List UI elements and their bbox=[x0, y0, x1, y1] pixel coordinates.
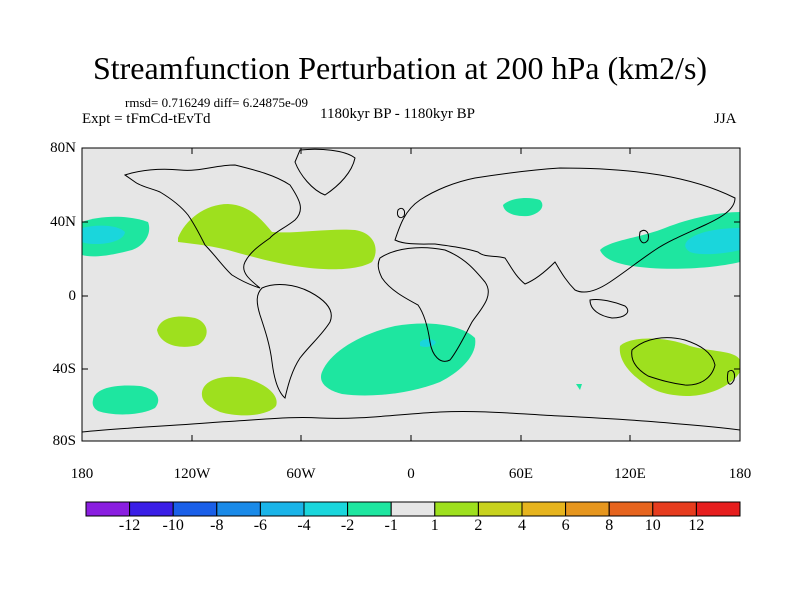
colorbar-box bbox=[652, 501, 697, 517]
colorbar bbox=[85, 501, 741, 517]
antarctica-coast bbox=[82, 410, 740, 433]
north-pacific-west-negative bbox=[600, 212, 740, 269]
lat-label-0: 0 bbox=[68, 288, 77, 304]
colorbar-label: -4 bbox=[297, 517, 311, 534]
south-america-coast bbox=[256, 284, 332, 399]
lat-ticks bbox=[82, 147, 740, 442]
north-asia-negative bbox=[503, 197, 543, 217]
lon-label-180w: 180 bbox=[70, 466, 94, 482]
australia-coast bbox=[631, 337, 716, 386]
lat-label-80n: 80N bbox=[50, 140, 76, 156]
japan-coast bbox=[639, 229, 649, 244]
south-atlantic-negative bbox=[320, 323, 476, 396]
colorbar-label: 12 bbox=[688, 517, 705, 534]
colorbar-label: -1 bbox=[384, 517, 398, 534]
north-atlantic-positive bbox=[178, 204, 376, 270]
map-background bbox=[82, 148, 740, 441]
colorbar-box bbox=[695, 501, 741, 517]
north-pacific-east-core bbox=[82, 225, 125, 244]
lat-label-80s: 80S bbox=[52, 433, 76, 449]
lon-label-60w: 60W bbox=[286, 466, 316, 482]
colorbar-box bbox=[347, 501, 392, 517]
lon-ticks bbox=[81, 148, 741, 441]
new-zealand-coast bbox=[727, 369, 735, 385]
colorbar-box bbox=[521, 501, 567, 517]
lon-label-0: 0 bbox=[407, 466, 415, 482]
eurasia-coast bbox=[394, 167, 736, 293]
season-label: JJA bbox=[714, 111, 737, 127]
colorbar-box bbox=[172, 501, 218, 517]
lon-label-120w: 120W bbox=[173, 466, 211, 482]
colorbar-label: 1 bbox=[430, 517, 439, 534]
lon-label-60e: 60E bbox=[508, 466, 534, 482]
anomaly-layer bbox=[82, 197, 740, 416]
greenland-coast bbox=[294, 148, 356, 196]
period-label: 1180kyr BP - 1180kyr BP bbox=[320, 106, 476, 122]
south-pacific-positive bbox=[157, 316, 207, 347]
colorbar-box bbox=[216, 501, 261, 517]
colorbar-label: -8 bbox=[210, 517, 224, 534]
colorbar-box bbox=[477, 501, 523, 517]
experiment-label: Expt = tFmCd-tEvTd bbox=[82, 111, 211, 127]
south-atlantic-core bbox=[420, 339, 436, 347]
colorbar-box bbox=[129, 501, 174, 517]
colorbar-label: -2 bbox=[340, 517, 355, 534]
southern-ocean-positive bbox=[201, 376, 277, 416]
lon-label-180e: 180 bbox=[728, 466, 752, 482]
south-pacific-negative bbox=[92, 385, 159, 415]
australia-positive bbox=[619, 338, 740, 396]
colorbar-label: -10 bbox=[162, 517, 184, 534]
colorbar-box bbox=[608, 501, 654, 517]
colorbar-box bbox=[303, 501, 349, 517]
indonesia-coast bbox=[589, 299, 629, 319]
colorbar-box bbox=[434, 501, 479, 517]
colorbar-box bbox=[565, 501, 610, 517]
plot-title: Streamfunction Perturbation at 200 hPa (… bbox=[92, 50, 708, 86]
colorbar-box bbox=[390, 501, 436, 517]
colorbar-label: 10 bbox=[644, 517, 661, 534]
north-pacific-west-core bbox=[685, 228, 740, 255]
colorbar-box bbox=[85, 501, 131, 517]
indian-ocean-small-negative bbox=[576, 384, 582, 390]
lon-label-120e: 120E bbox=[614, 466, 646, 482]
colorbar-label: 8 bbox=[605, 517, 614, 534]
colorbar-label: -6 bbox=[253, 517, 268, 534]
north-america-coast bbox=[123, 164, 301, 289]
coastlines bbox=[82, 148, 740, 433]
colorbar-label: -12 bbox=[118, 517, 141, 534]
stats-text: rmsd= 0.716249 diff= 6.24875e-09 bbox=[125, 95, 309, 110]
colorbar-label: 6 bbox=[561, 517, 570, 534]
british-isles-coast bbox=[397, 207, 405, 219]
colorbar-box bbox=[259, 501, 305, 517]
africa-coast bbox=[377, 247, 489, 362]
lat-label-40s: 40S bbox=[52, 361, 76, 377]
lat-label-40n: 40N bbox=[50, 214, 76, 230]
colorbar-label: 4 bbox=[518, 517, 526, 534]
colorbar-label: 2 bbox=[474, 517, 483, 534]
